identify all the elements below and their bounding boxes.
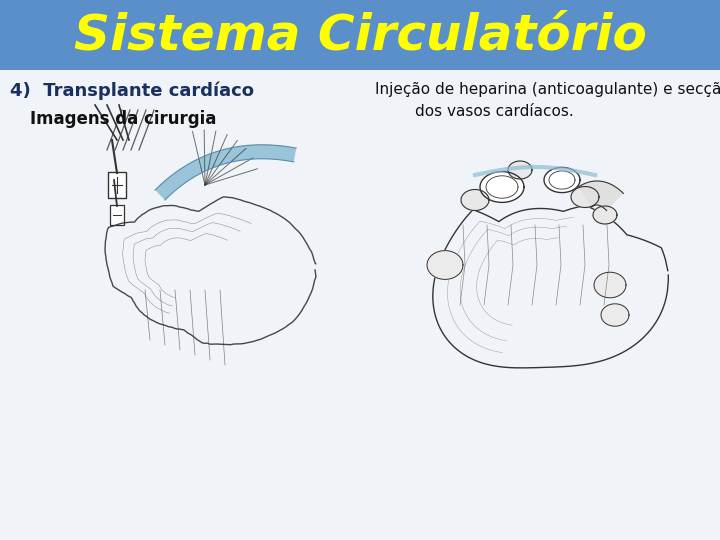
Polygon shape [461,190,489,211]
Polygon shape [508,161,532,179]
Polygon shape [594,272,626,298]
Text: Imagens da cirurgia: Imagens da cirurgia [30,110,217,128]
Text: dos vasos cardíacos.: dos vasos cardíacos. [415,104,574,119]
Polygon shape [544,167,580,193]
Text: Injeção de heparina (anticoagulante) e secção: Injeção de heparina (anticoagulante) e s… [375,82,720,97]
Polygon shape [427,251,463,279]
Text: Sistema Circulatório: Sistema Circulatório [73,11,647,59]
Polygon shape [571,186,599,207]
FancyBboxPatch shape [110,205,124,225]
Polygon shape [480,172,524,202]
FancyBboxPatch shape [0,0,720,70]
Polygon shape [155,145,296,200]
FancyBboxPatch shape [108,172,126,198]
Polygon shape [601,304,629,326]
Polygon shape [578,181,624,211]
Text: 4)  Transplante cardíaco: 4) Transplante cardíaco [10,82,254,100]
Polygon shape [593,206,617,224]
